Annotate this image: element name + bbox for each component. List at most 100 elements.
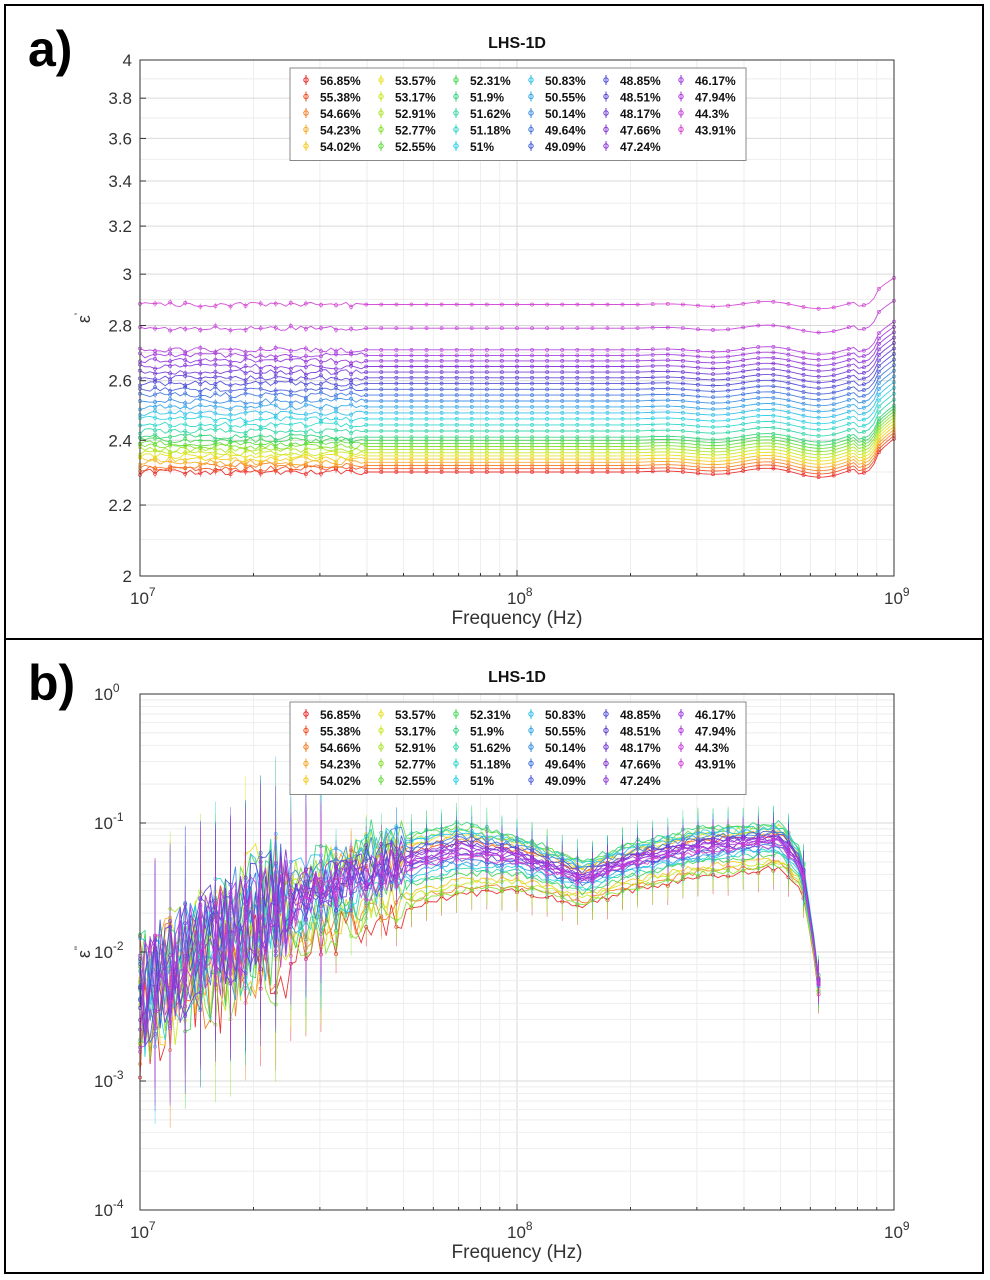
series-line — [139, 414, 895, 452]
data-point — [243, 303, 248, 308]
series-line — [139, 399, 895, 437]
legend-item: 51.62% — [453, 107, 511, 121]
data-point — [334, 406, 338, 411]
legend-marker — [528, 110, 534, 116]
x-tick-label: 109 — [884, 585, 910, 608]
x-tick-exponent: 7 — [149, 585, 156, 599]
data-point — [288, 323, 293, 328]
legend-label: 50.14% — [545, 107, 586, 121]
series-44.3% — [138, 298, 896, 335]
legend-item: 43.91% — [678, 124, 736, 138]
series-line — [139, 359, 895, 395]
legend-label: 54.66% — [320, 107, 361, 121]
legend-marker — [678, 77, 684, 83]
data-point — [349, 361, 354, 366]
legend-item: 55.38% — [303, 91, 361, 105]
y-tick-label: 3.4 — [108, 172, 132, 191]
data-point — [877, 398, 881, 403]
data-point — [846, 428, 851, 432]
legend-marker — [528, 77, 534, 83]
legend-label: 43.91% — [695, 124, 736, 138]
data-point — [877, 392, 881, 397]
data-point — [877, 331, 881, 336]
legend-item: 48.17% — [603, 107, 661, 121]
data-point — [198, 389, 203, 394]
data-point — [168, 377, 173, 382]
legend-label: 48.17% — [620, 107, 661, 121]
legend-item: 56.85% — [303, 74, 361, 88]
data-point — [846, 421, 851, 426]
series-line — [139, 321, 895, 355]
series-line — [139, 411, 895, 449]
data-point — [334, 437, 338, 442]
legend-marker — [303, 77, 309, 83]
series-line — [139, 370, 895, 407]
data-point — [303, 395, 308, 400]
data-point — [303, 382, 308, 387]
series-50.83% — [138, 380, 896, 420]
legend-label: 47.94% — [695, 91, 736, 105]
panel-label: a) — [28, 21, 73, 77]
series-line — [139, 381, 895, 419]
chart-epsilon-double-prime: 107 108 10910-410-310-210-1100LHS-1DFreque… — [73, 669, 910, 1263]
legend-item: 54.66% — [303, 107, 361, 121]
data-point — [319, 373, 323, 378]
legend-item: 52.77% — [378, 124, 436, 138]
legend-marker — [453, 110, 459, 116]
data-point — [846, 363, 851, 368]
chart-title: LHS-1D — [488, 35, 546, 52]
legend-marker — [528, 143, 534, 149]
data-layer — [138, 756, 821, 1155]
data-point — [153, 455, 157, 460]
legend-label: 47.66% — [620, 124, 661, 138]
data-point — [409, 904, 414, 909]
x-tick-exponent: 9 — [903, 585, 910, 599]
series-50.55% — [138, 374, 896, 414]
data-point — [877, 353, 881, 357]
data-point — [877, 375, 881, 380]
series-47.24% — [138, 330, 896, 368]
data-point — [877, 386, 881, 391]
legend-marker — [303, 110, 309, 116]
series-line — [139, 857, 820, 1047]
legend-marker — [603, 110, 609, 116]
data-point — [877, 369, 881, 374]
legend-marker — [378, 93, 384, 100]
data-point — [303, 359, 308, 364]
series-line — [139, 364, 895, 401]
y-axis-label-sup: ' — [73, 313, 85, 315]
legend-label: 54.23% — [320, 124, 361, 138]
data-point — [153, 392, 157, 397]
legend-item: 52.31% — [453, 74, 511, 88]
data-point — [303, 372, 308, 377]
legend-marker — [453, 126, 459, 133]
legend-item: 54.02% — [303, 140, 361, 154]
legend-marker — [528, 126, 534, 133]
y-tick-label: 2 — [123, 567, 132, 586]
data-point — [334, 349, 338, 354]
data-point — [334, 361, 338, 365]
legend-label: 47.24% — [620, 140, 661, 154]
legend-label: 44.3% — [695, 107, 729, 121]
legend-label: 52.31% — [470, 74, 511, 88]
data-point — [877, 364, 881, 368]
data-point — [846, 415, 851, 420]
legend-marker — [378, 143, 384, 149]
legend-item: 54.23% — [303, 124, 361, 138]
series-line — [139, 376, 895, 413]
data-point — [228, 304, 233, 309]
series-line — [139, 277, 895, 310]
series-line — [139, 348, 895, 383]
series-line — [139, 408, 895, 446]
data-point — [846, 409, 851, 414]
series-line — [139, 426, 895, 465]
data-point — [303, 430, 308, 435]
data-point — [319, 406, 323, 411]
legend-marker — [378, 126, 384, 133]
x-tick-label: 108 — [507, 585, 533, 608]
data-point — [846, 369, 851, 374]
legend-item: 52.91% — [378, 107, 436, 121]
data-point — [846, 434, 851, 438]
legend-marker — [453, 77, 459, 83]
